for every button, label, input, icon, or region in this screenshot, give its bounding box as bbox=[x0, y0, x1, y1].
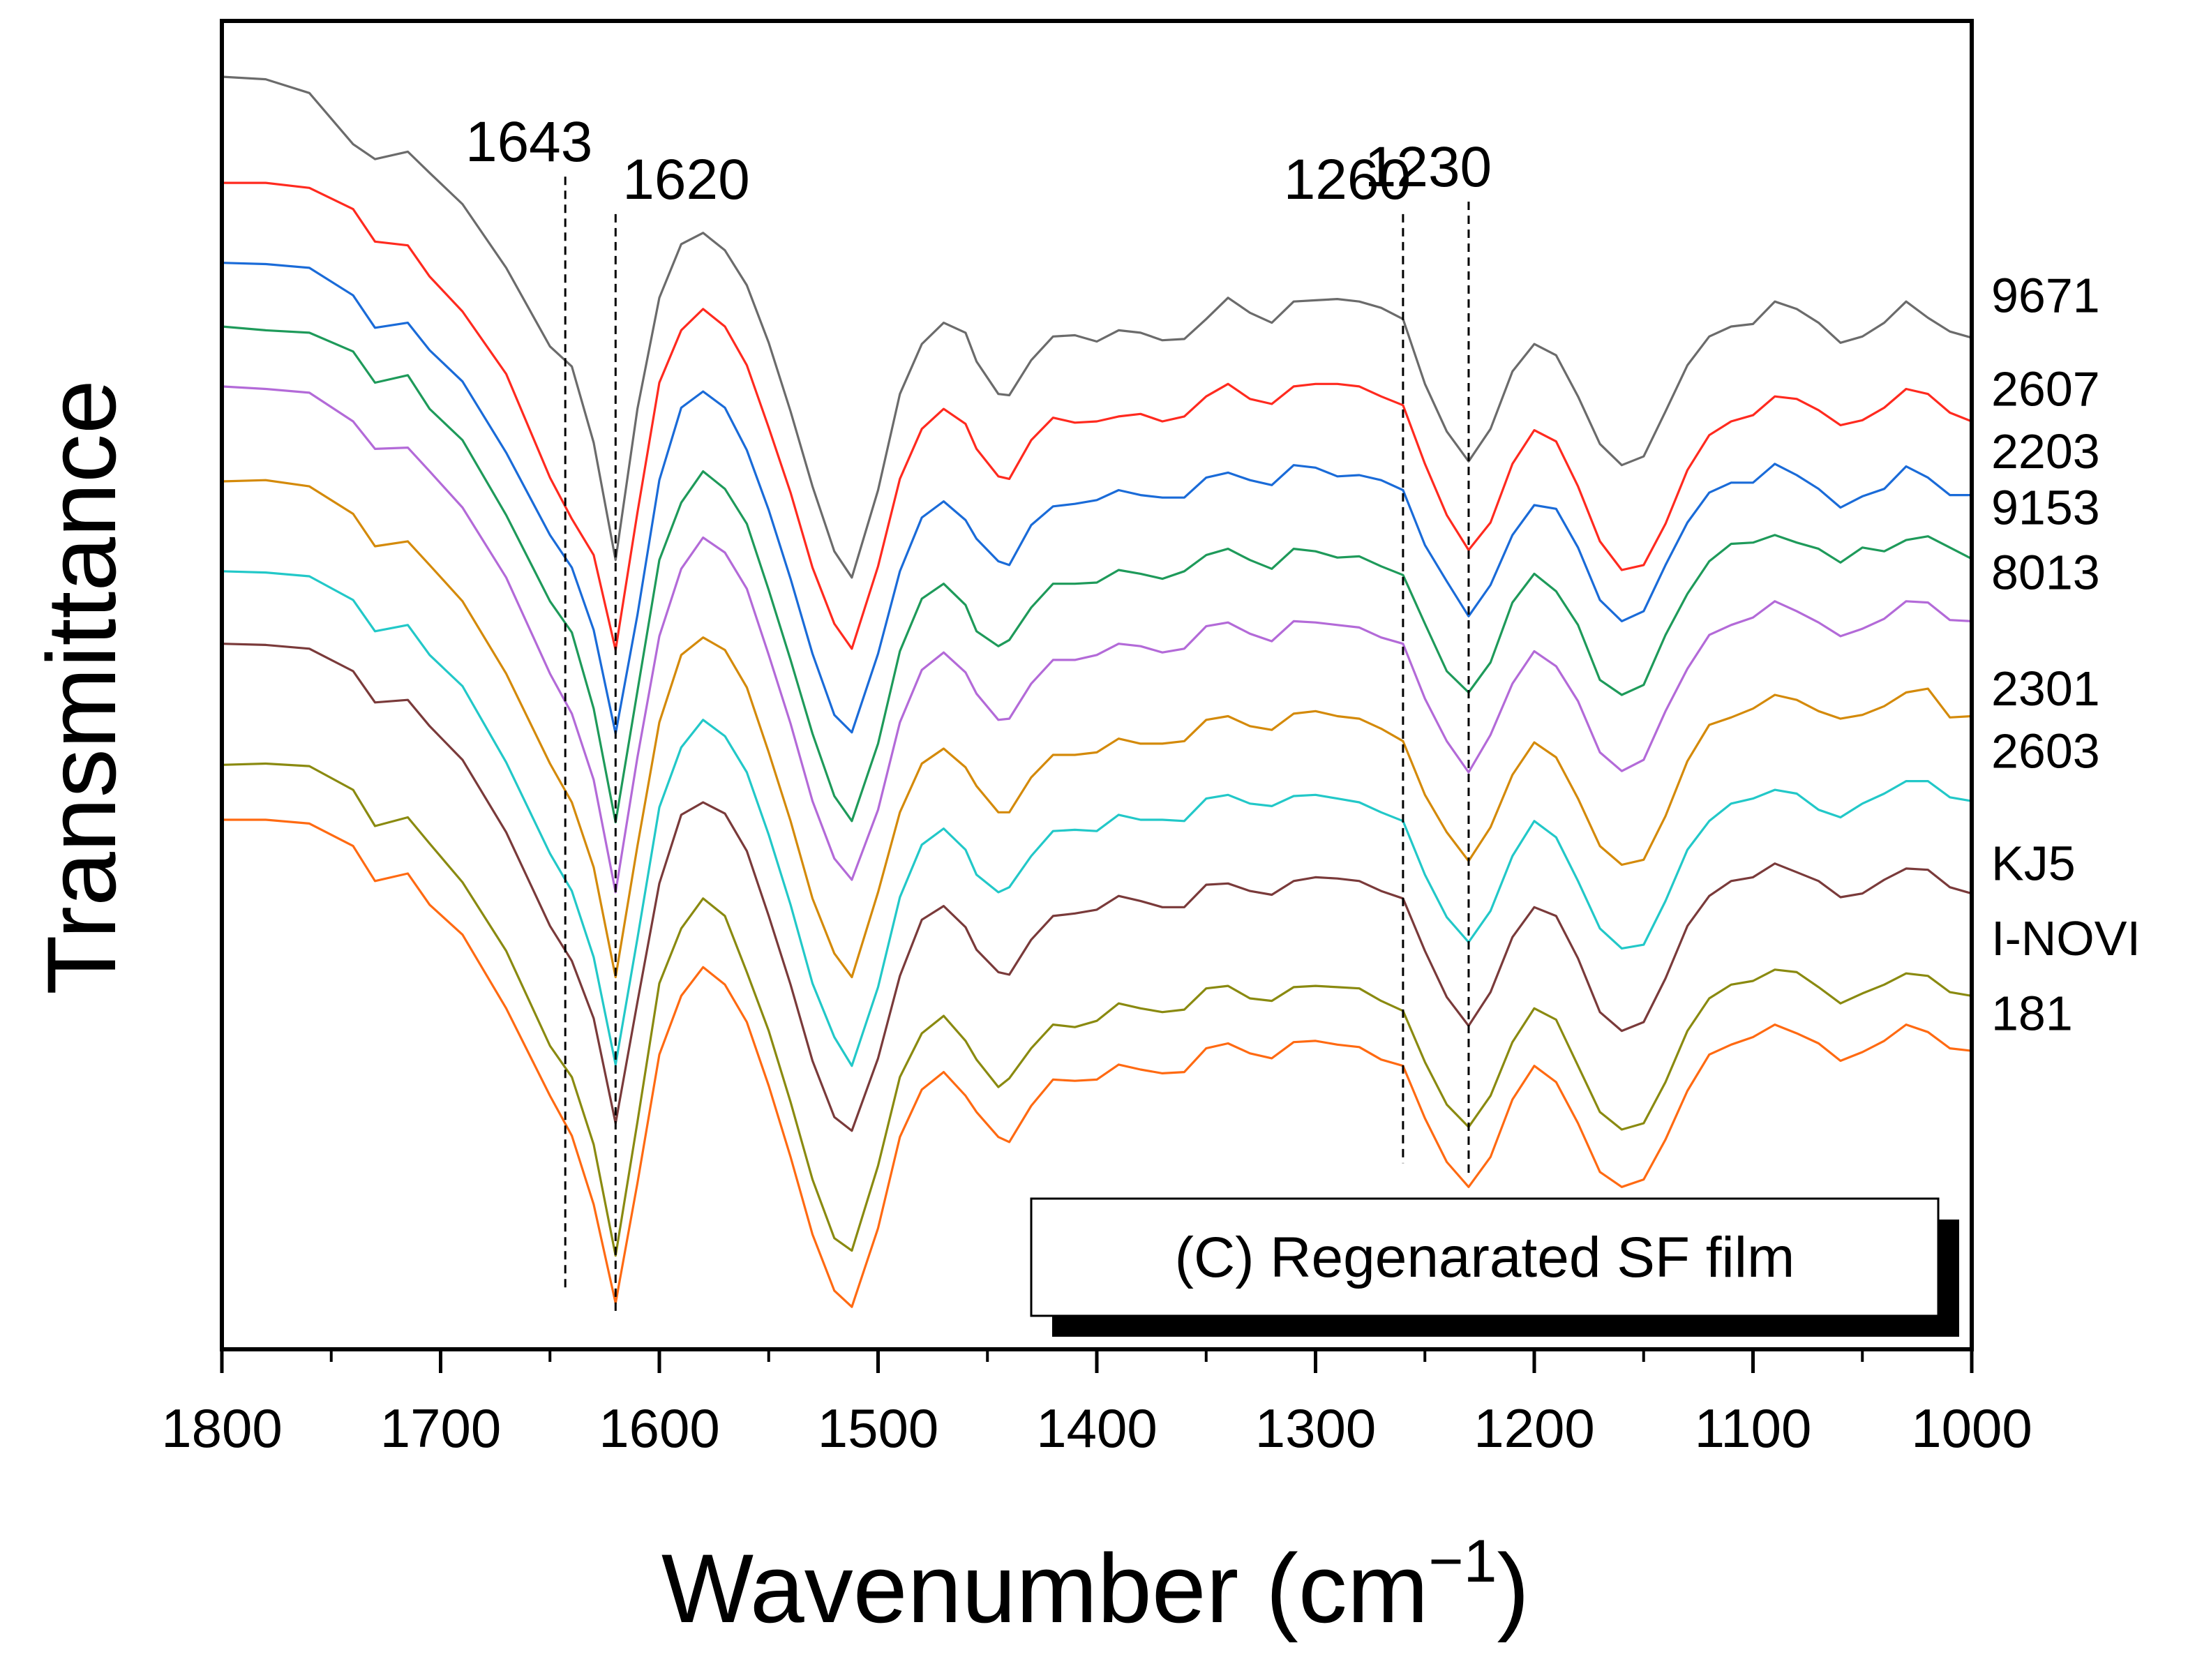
x-tick-label: 1100 bbox=[1695, 1397, 1812, 1459]
series-label-9671: 9671 bbox=[1991, 268, 2100, 322]
series-line-2203 bbox=[221, 262, 1972, 735]
series-layer bbox=[221, 75, 1972, 1308]
reference-label-1230: 1230 bbox=[1365, 135, 1492, 199]
series-line-kj5 bbox=[221, 643, 1972, 1132]
series-label-2203: 2203 bbox=[1991, 424, 2100, 479]
x-tick-label: 1200 bbox=[1474, 1397, 1595, 1459]
series-line-8013 bbox=[221, 385, 1972, 894]
x-axis-ticks: 1800 1700 1600 1500 1400 1300 1200 1100 1000 bbox=[161, 1349, 2032, 1459]
x-tick-label: 1800 bbox=[161, 1397, 283, 1459]
x-tick-label: 1500 bbox=[818, 1397, 939, 1459]
annotation-box-label: (C) Regenarated SF film bbox=[1175, 1226, 1795, 1289]
x-axis-title: Wavenumber (cm−1) bbox=[661, 1528, 1529, 1643]
series-line-9671 bbox=[221, 75, 1972, 579]
series-label-8013: 8013 bbox=[1991, 546, 2100, 600]
series-label-i-novi: I-NOVI bbox=[1991, 911, 2141, 966]
series-line-2603 bbox=[221, 570, 1972, 1067]
x-tick-label: 1400 bbox=[1036, 1397, 1158, 1459]
x-axis-title-main: Wavenumber (cm bbox=[661, 1533, 1429, 1643]
reference-label-1620: 1620 bbox=[622, 148, 749, 211]
x-tick-label: 1700 bbox=[380, 1397, 502, 1459]
series-label-2301: 2301 bbox=[1991, 661, 2100, 716]
series-label-181: 181 bbox=[1991, 987, 2073, 1041]
x-axis-title-superscript: −1 bbox=[1428, 1528, 1497, 1595]
plot-frame bbox=[220, 19, 1974, 1351]
annotation-box-frame bbox=[1030, 1197, 1940, 1317]
x-tick-label: 1000 bbox=[1911, 1397, 2032, 1459]
x-tick-label: 1600 bbox=[599, 1397, 720, 1459]
series-label-kj5: KJ5 bbox=[1991, 837, 2076, 891]
reference-label-1260: 1260 bbox=[1284, 148, 1411, 211]
series-line-2607 bbox=[222, 181, 1972, 652]
series-label-9153: 9153 bbox=[1991, 481, 2100, 535]
annotation-box: (C) Regenarated SF film bbox=[1030, 1197, 1959, 1337]
x-axis-title-close: ) bbox=[1497, 1533, 1529, 1643]
series-line-2301 bbox=[221, 479, 1972, 979]
x-tick-label: 1300 bbox=[1255, 1397, 1377, 1459]
series-line-i-novi bbox=[221, 762, 1972, 1257]
series-line-181 bbox=[222, 818, 1972, 1308]
series-label-2607: 2607 bbox=[1991, 362, 2100, 417]
y-axis-title: Transmittance bbox=[27, 380, 136, 995]
reference-label-1643: 1643 bbox=[465, 110, 592, 174]
series-line-9153 bbox=[221, 325, 1972, 824]
series-label-2603: 2603 bbox=[1991, 724, 2100, 779]
